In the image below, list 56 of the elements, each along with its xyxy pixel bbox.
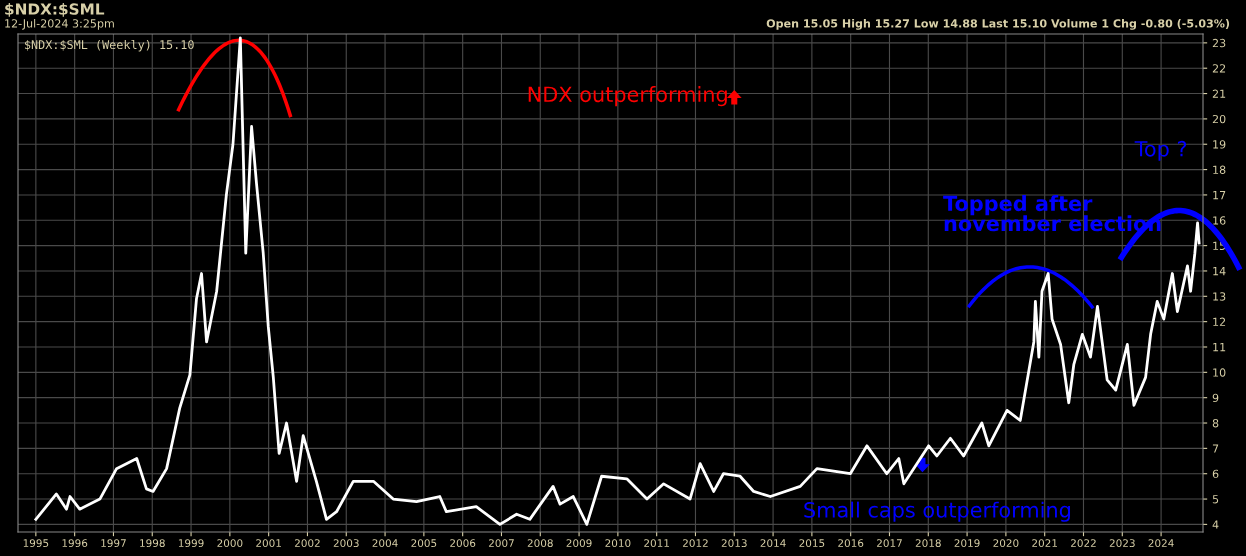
- x-tick-label: 2012: [682, 539, 708, 548]
- x-tick-label: 2006: [450, 539, 476, 548]
- x-tick-label: 2005: [411, 539, 437, 548]
- y-tick-label: 13: [1213, 292, 1226, 301]
- x-tick-label: 2018: [915, 539, 941, 548]
- x-tick-label: 2020: [993, 539, 1019, 548]
- x-tick-label: 2015: [799, 539, 825, 548]
- x-tick-label: 2022: [1071, 539, 1096, 548]
- y-tick-label: 16: [1213, 216, 1226, 225]
- y-tick-label: 18: [1213, 165, 1226, 174]
- annotation: Small caps outperforming: [804, 501, 1070, 522]
- text: Open 15.05 High 15.27 Low 14.88 Last 15.10 Volume 1 Chg -0.80 (-5.03%): [766, 19, 1230, 30]
- text: $NDX:$SML (Weekly) 15.10: [25, 39, 194, 52]
- y-tick-label: 7: [1212, 444, 1219, 453]
- chart-title: $NDX:$SML: [5, 3, 105, 17]
- x-tick-label: 2021: [1032, 539, 1057, 548]
- x-tick-label: 2010: [605, 539, 631, 548]
- x-tick-label: 2007: [488, 539, 514, 548]
- x-tick-label: 2002: [294, 539, 320, 548]
- y-tick-label: 10: [1213, 368, 1226, 377]
- y-tick-label: 6: [1212, 469, 1219, 479]
- x-tick-label: 1997: [101, 539, 126, 548]
- y-tick-label: 17: [1213, 191, 1226, 200]
- y-tick-label: 22: [1212, 64, 1226, 73]
- x-tick-label: 2008: [527, 539, 553, 548]
- x-tick-label: 2003: [333, 539, 359, 548]
- x-tick-label: 2004: [372, 539, 398, 548]
- x-tick-label: 2016: [838, 539, 864, 548]
- x-tick-label: 1999: [178, 539, 204, 548]
- x-tick-label: 2011: [644, 539, 669, 548]
- x-tick-label: 1996: [62, 539, 88, 548]
- y-tick-label: 12: [1213, 317, 1226, 326]
- x-tick-label: 1998: [140, 539, 165, 548]
- y-tick-label: 8: [1212, 419, 1219, 428]
- x-tick-label: 2019: [954, 539, 980, 548]
- y-tick-label: 23: [1212, 38, 1226, 48]
- y-tick-label: 19: [1213, 140, 1226, 149]
- y-tick-label: 14: [1213, 267, 1226, 276]
- y-tick-label: 21: [1212, 89, 1226, 98]
- x-tick-label: 2009: [566, 539, 592, 548]
- x-tick-label: 2013: [721, 539, 747, 548]
- y-tick-label: 4: [1212, 520, 1219, 529]
- x-tick-label: 2017: [876, 539, 902, 548]
- y-tick-label: 11: [1213, 343, 1226, 352]
- y-tick-label: 9: [1212, 393, 1219, 403]
- x-tick-label: 2001: [256, 539, 281, 548]
- annotation: NDX outperforming: [528, 86, 727, 107]
- y-tick-label: 20: [1212, 114, 1226, 124]
- annotation: Top ?: [1134, 140, 1187, 161]
- x-tick-label: 2000: [217, 539, 243, 548]
- y-tick-label: 5: [1212, 495, 1219, 504]
- x-tick-label: 2023: [1109, 539, 1135, 548]
- x-tick-label: 1995: [23, 539, 49, 548]
- x-tick-label: 2014: [760, 539, 786, 548]
- text: 12-Jul-2024 3:25pm: [5, 19, 114, 30]
- x-tick-label: 2024: [1148, 539, 1174, 548]
